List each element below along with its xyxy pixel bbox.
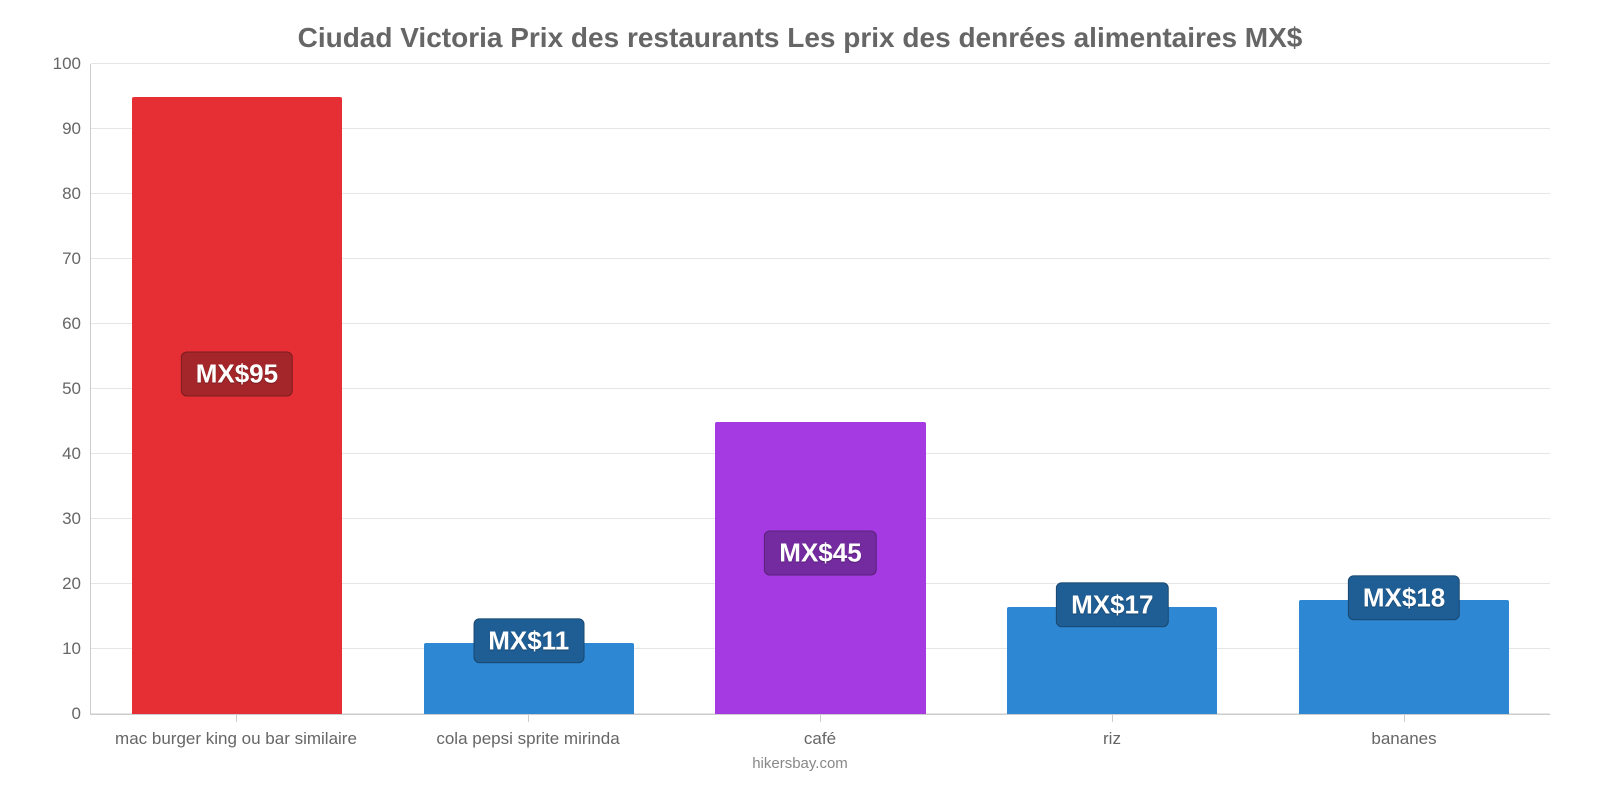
y-tick-label: 0	[72, 704, 91, 724]
bar-value-badge: MX$95	[181, 352, 293, 397]
y-tick-label: 20	[62, 574, 91, 594]
bar: MX$11	[424, 643, 634, 715]
y-tick-label: 10	[62, 639, 91, 659]
chart-title: Ciudad Victoria Prix des restaurants Les…	[30, 22, 1570, 54]
y-tick-label: 40	[62, 444, 91, 464]
bar-value-badge: MX$18	[1348, 576, 1460, 621]
bar: MX$17	[1007, 607, 1217, 714]
bar: MX$45	[715, 422, 925, 715]
y-tick-label: 60	[62, 314, 91, 334]
bar-value-badge: MX$17	[1056, 582, 1168, 627]
y-tick-label: 100	[53, 54, 91, 74]
x-tick-label: riz	[966, 715, 1258, 749]
bar: MX$95	[132, 97, 342, 715]
x-tick-label: café	[674, 715, 966, 749]
y-tick-label: 80	[62, 184, 91, 204]
bar: MX$18	[1299, 600, 1509, 714]
bar-slot: MX$95	[91, 64, 383, 714]
plot-area: 0102030405060708090100MX$95MX$11MX$45MX$…	[90, 64, 1550, 714]
bar-slot: MX$17	[966, 64, 1258, 714]
price-bar-chart: Ciudad Victoria Prix des restaurants Les…	[0, 0, 1600, 800]
bar-slot: MX$45	[675, 64, 967, 714]
attribution-text: hikersbay.com	[30, 755, 1570, 772]
x-tick-label: cola pepsi sprite mirinda	[382, 715, 674, 749]
y-tick-label: 70	[62, 249, 91, 269]
bar-value-badge: MX$45	[764, 531, 876, 576]
y-tick-label: 30	[62, 509, 91, 529]
y-tick-label: 50	[62, 379, 91, 399]
bar-slot: MX$11	[383, 64, 675, 714]
x-axis: mac burger king ou bar similairecola pep…	[90, 714, 1550, 749]
bar-slot: MX$18	[1258, 64, 1550, 714]
plot-inner: 0102030405060708090100MX$95MX$11MX$45MX$…	[90, 64, 1550, 714]
y-tick-label: 90	[62, 119, 91, 139]
x-tick-label: bananes	[1258, 715, 1550, 749]
x-tick-label: mac burger king ou bar similaire	[90, 715, 382, 749]
bar-value-badge: MX$11	[473, 618, 584, 663]
